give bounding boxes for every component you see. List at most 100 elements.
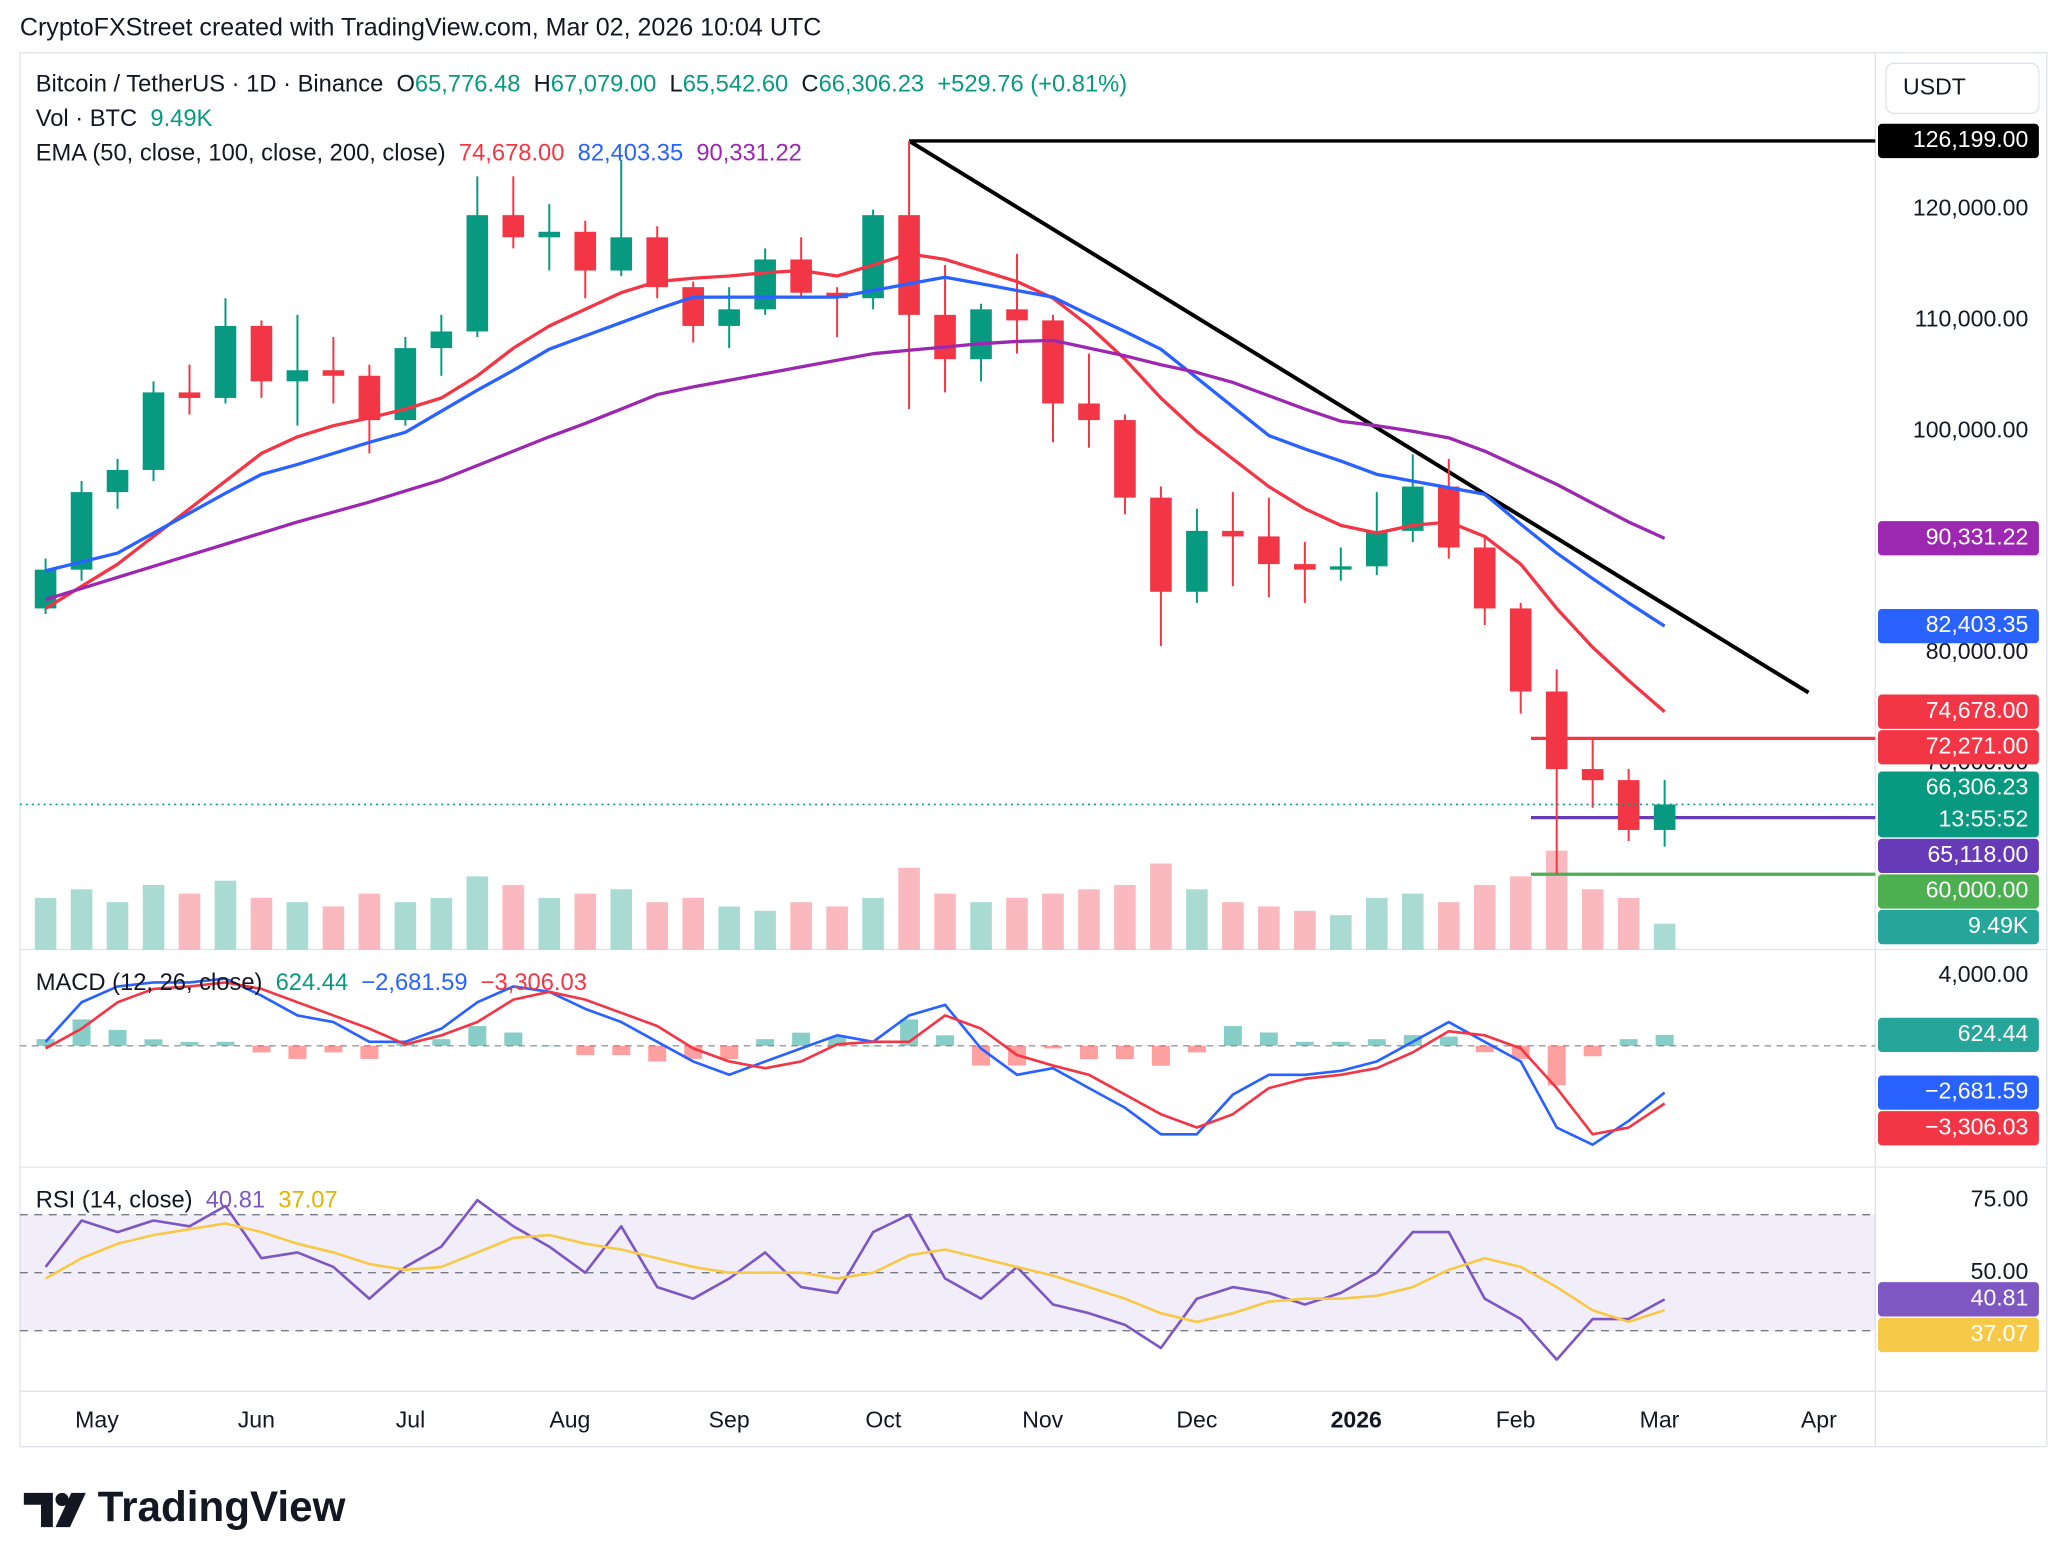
volume-bar — [1330, 915, 1352, 950]
volume-bar — [502, 884, 525, 950]
y-tick-label: 120,000.00 — [1913, 195, 2028, 221]
volume-bar — [1437, 902, 1460, 950]
ema-value: 90,331.22 — [696, 141, 802, 167]
axis-badge — [1878, 1075, 2039, 1110]
candle-body — [1330, 566, 1352, 570]
ema-line — [44, 252, 1666, 713]
macd-histogram-bar — [936, 1035, 955, 1046]
axis-badge-label: 60,000.00 — [1926, 877, 2029, 903]
ohlc-value: 65,776.48 — [415, 72, 521, 98]
volume-bar — [1581, 889, 1604, 950]
candle-body — [106, 469, 129, 493]
volume-bar — [430, 897, 453, 950]
candle-body — [1114, 420, 1136, 498]
rsi-title: RSI (14, close) — [36, 1188, 193, 1214]
candle-body — [394, 348, 417, 421]
volume-bar — [106, 902, 129, 950]
ema-legend: EMA (50, close, 100, close, 200, close) 7… — [36, 141, 802, 167]
axis-badge-label: 40.81 — [1971, 1284, 2029, 1310]
volume-bar — [1222, 902, 1244, 950]
candle-body — [1509, 608, 1532, 692]
ema-title: EMA (50, close, 100, close, 200, close) — [36, 141, 446, 167]
axis-badge — [1878, 521, 2039, 556]
axis-badge — [1878, 123, 2039, 159]
axis-badge — [1878, 1317, 2039, 1353]
candle-body — [1545, 691, 1568, 770]
volume-bar — [466, 876, 489, 950]
candle-body — [1006, 309, 1028, 321]
axis-badge — [1878, 1111, 2039, 1146]
volume-bar — [898, 867, 920, 950]
volume-bar — [574, 893, 597, 950]
volume-bar — [1042, 893, 1064, 950]
volume-bar — [646, 902, 669, 950]
macd-histogram-bar — [576, 1045, 595, 1056]
ohlc-label: O — [396, 72, 414, 98]
x-tick-label: Oct — [865, 1407, 901, 1433]
volume-title: Vol · BTC — [36, 106, 138, 132]
candle-body — [70, 492, 93, 570]
macd-histogram-bar — [1259, 1032, 1278, 1046]
candle-body — [1473, 547, 1496, 609]
macd-histogram-bar — [1655, 1034, 1674, 1046]
macd-histogram-bar — [1043, 1045, 1062, 1049]
volume-bar — [34, 897, 57, 950]
candle-body — [538, 231, 561, 238]
chart-frame — [19, 52, 2048, 1448]
candle-body — [250, 325, 273, 382]
candle-body — [1078, 403, 1100, 421]
macd-histogram-bar — [360, 1045, 379, 1059]
candle-body — [1294, 564, 1316, 570]
candle-body — [970, 309, 992, 360]
candle-body — [1366, 530, 1388, 567]
candle-body — [322, 370, 345, 376]
candle-body — [1186, 530, 1208, 592]
axis-badge — [1878, 608, 2039, 644]
currency-box[interactable] — [1885, 62, 2040, 115]
volume-bar — [1401, 893, 1424, 950]
macd-title: MACD (12, 26, close) — [36, 970, 263, 996]
axis-badge-label: 126,199.00 — [1913, 126, 2028, 152]
symbol-title: Bitcoin / TetherUS · 1D · Binance — [36, 72, 384, 98]
axis-badge-label: −3,306.03 — [1925, 1113, 2028, 1139]
volume-bar — [1653, 923, 1676, 950]
logo-mark — [55, 1492, 86, 1528]
volume-bar — [178, 893, 201, 950]
x-tick-label: Jul — [396, 1407, 425, 1433]
volume-bar — [790, 902, 812, 950]
rsi-pane — [19, 1198, 1876, 1361]
candle-body — [1401, 486, 1424, 531]
volume-bar — [250, 897, 273, 950]
macd-line — [44, 981, 1666, 1136]
legend: Bitcoin / TetherUS · 1D · Binance O65,776… — [36, 72, 1127, 1214]
macd-histogram-bar — [1079, 1045, 1098, 1060]
candle-body — [646, 237, 669, 288]
candle-body — [1653, 804, 1676, 830]
volume-bar — [754, 910, 776, 950]
symbol-legend: Bitcoin / TetherUS · 1D · Binance O65,776… — [36, 72, 1127, 98]
volume-bar — [1294, 910, 1316, 950]
ema-line — [45, 275, 1666, 628]
macd-histogram-bar — [648, 1045, 667, 1062]
candle-body — [1222, 530, 1244, 537]
macd-histogram-bar — [1475, 1045, 1494, 1053]
ohlc-label: C — [801, 72, 818, 98]
macd-histogram-bar — [540, 1045, 559, 1047]
volume-bar — [1078, 889, 1100, 950]
volume-bar — [394, 902, 417, 950]
x-tick-label: Dec — [1176, 1407, 1217, 1433]
candle-body — [466, 215, 489, 332]
candle-body — [574, 231, 597, 271]
y-tick-label: 75.00 — [1971, 1185, 2029, 1211]
macd-histogram-bar — [432, 1039, 451, 1046]
axis-badge — [1878, 838, 2039, 874]
macd-line — [44, 977, 1666, 1146]
volume-bar — [1006, 897, 1028, 950]
macd-value: −3,306.03 — [481, 970, 587, 996]
candle-body — [214, 325, 237, 398]
candle-body — [862, 215, 884, 299]
volume-bar — [1150, 863, 1172, 950]
axis-badge-label: 66,306.23 — [1926, 774, 2029, 800]
